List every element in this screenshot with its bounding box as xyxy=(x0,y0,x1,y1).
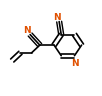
Text: N: N xyxy=(71,59,78,68)
Text: N: N xyxy=(54,13,61,22)
Text: N: N xyxy=(23,26,30,35)
